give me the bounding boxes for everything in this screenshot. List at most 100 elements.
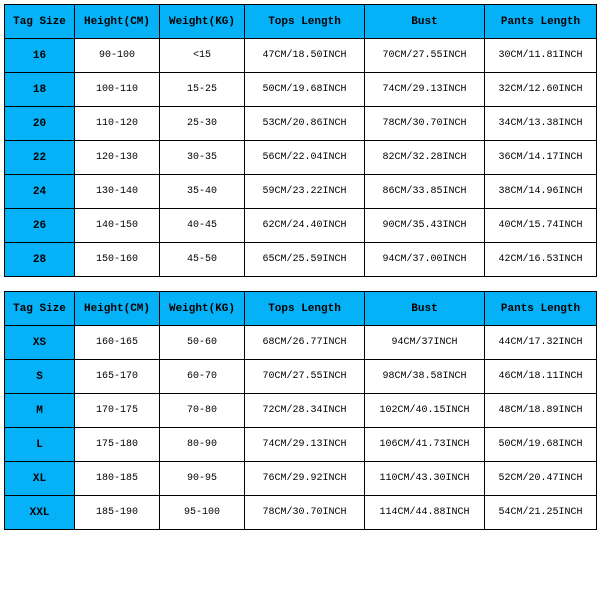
col-header-height: Height(CM): [75, 292, 160, 326]
col-header-tag: Tag Size: [5, 5, 75, 39]
cell-tops: 53CM/20.86INCH: [245, 107, 365, 141]
table-header-row: Tag Size Height(CM) Weight(KG) Tops Leng…: [5, 292, 597, 326]
cell-height: 150-160: [75, 243, 160, 277]
col-header-tops: Tops Length: [245, 292, 365, 326]
cell-pants: 34CM/13.38INCH: [485, 107, 597, 141]
cell-weight: 25-30: [160, 107, 245, 141]
cell-tag: XS: [5, 326, 75, 360]
cell-tops: 74CM/29.13INCH: [245, 428, 365, 462]
cell-tag: 26: [5, 209, 75, 243]
cell-tops: 47CM/18.50INCH: [245, 39, 365, 73]
cell-tops: 62CM/24.40INCH: [245, 209, 365, 243]
col-header-height: Height(CM): [75, 5, 160, 39]
cell-tag: 16: [5, 39, 75, 73]
cell-tops: 50CM/19.68INCH: [245, 73, 365, 107]
cell-tag: S: [5, 360, 75, 394]
cell-weight: <15: [160, 39, 245, 73]
cell-pants: 54CM/21.25INCH: [485, 496, 597, 530]
cell-bust: 70CM/27.55INCH: [365, 39, 485, 73]
table-row: XXL 185-190 95-100 78CM/30.70INCH 114CM/…: [5, 496, 597, 530]
cell-tag: XL: [5, 462, 75, 496]
table-row: 16 90-100 <15 47CM/18.50INCH 70CM/27.55I…: [5, 39, 597, 73]
table-row: 22 120-130 30-35 56CM/22.04INCH 82CM/32.…: [5, 141, 597, 175]
cell-pants: 40CM/15.74INCH: [485, 209, 597, 243]
cell-weight: 70-80: [160, 394, 245, 428]
cell-bust: 74CM/29.13INCH: [365, 73, 485, 107]
cell-pants: 46CM/18.11INCH: [485, 360, 597, 394]
cell-pants: 52CM/20.47INCH: [485, 462, 597, 496]
cell-weight: 50-60: [160, 326, 245, 360]
cell-pants: 30CM/11.81INCH: [485, 39, 597, 73]
cell-weight: 45-50: [160, 243, 245, 277]
cell-height: 90-100: [75, 39, 160, 73]
cell-weight: 95-100: [160, 496, 245, 530]
cell-pants: 44CM/17.32INCH: [485, 326, 597, 360]
cell-tag: 24: [5, 175, 75, 209]
col-header-bust: Bust: [365, 292, 485, 326]
cell-tops: 65CM/25.59INCH: [245, 243, 365, 277]
table-row: XL 180-185 90-95 76CM/29.92INCH 110CM/43…: [5, 462, 597, 496]
col-header-pants: Pants Length: [485, 5, 597, 39]
cell-pants: 42CM/16.53INCH: [485, 243, 597, 277]
table-row: 18 100-110 15-25 50CM/19.68INCH 74CM/29.…: [5, 73, 597, 107]
cell-bust: 114CM/44.88INCH: [365, 496, 485, 530]
cell-tops: 68CM/26.77INCH: [245, 326, 365, 360]
cell-pants: 50CM/19.68INCH: [485, 428, 597, 462]
cell-height: 165-170: [75, 360, 160, 394]
cell-height: 170-175: [75, 394, 160, 428]
cell-bust: 94CM/37INCH: [365, 326, 485, 360]
cell-bust: 82CM/32.28INCH: [365, 141, 485, 175]
cell-tag: M: [5, 394, 75, 428]
cell-height: 100-110: [75, 73, 160, 107]
cell-bust: 102CM/40.15INCH: [365, 394, 485, 428]
cell-weight: 60-70: [160, 360, 245, 394]
cell-height: 180-185: [75, 462, 160, 496]
cell-bust: 86CM/33.85INCH: [365, 175, 485, 209]
cell-height: 120-130: [75, 141, 160, 175]
cell-height: 130-140: [75, 175, 160, 209]
size-table-kids: Tag Size Height(CM) Weight(KG) Tops Leng…: [4, 4, 597, 277]
cell-bust: 94CM/37.00INCH: [365, 243, 485, 277]
cell-tag: XXL: [5, 496, 75, 530]
table-row: XS 160-165 50-60 68CM/26.77INCH 94CM/37I…: [5, 326, 597, 360]
cell-weight: 90-95: [160, 462, 245, 496]
table-header-row: Tag Size Height(CM) Weight(KG) Tops Leng…: [5, 5, 597, 39]
cell-bust: 90CM/35.43INCH: [365, 209, 485, 243]
cell-height: 160-165: [75, 326, 160, 360]
cell-height: 110-120: [75, 107, 160, 141]
table-gap: [4, 277, 596, 291]
cell-pants: 48CM/18.89INCH: [485, 394, 597, 428]
cell-tag: 18: [5, 73, 75, 107]
cell-pants: 36CM/14.17INCH: [485, 141, 597, 175]
cell-pants: 38CM/14.96INCH: [485, 175, 597, 209]
cell-weight: 40-45: [160, 209, 245, 243]
col-header-bust: Bust: [365, 5, 485, 39]
cell-tops: 59CM/23.22INCH: [245, 175, 365, 209]
cell-tops: 70CM/27.55INCH: [245, 360, 365, 394]
table-row: 20 110-120 25-30 53CM/20.86INCH 78CM/30.…: [5, 107, 597, 141]
cell-height: 175-180: [75, 428, 160, 462]
cell-bust: 106CM/41.73INCH: [365, 428, 485, 462]
col-header-weight: Weight(KG): [160, 5, 245, 39]
cell-tag: 28: [5, 243, 75, 277]
cell-height: 140-150: [75, 209, 160, 243]
table-row: M 170-175 70-80 72CM/28.34INCH 102CM/40.…: [5, 394, 597, 428]
cell-bust: 98CM/38.58INCH: [365, 360, 485, 394]
cell-tops: 76CM/29.92INCH: [245, 462, 365, 496]
cell-tops: 56CM/22.04INCH: [245, 141, 365, 175]
size-table-adult: Tag Size Height(CM) Weight(KG) Tops Leng…: [4, 291, 597, 530]
cell-tops: 78CM/30.70INCH: [245, 496, 365, 530]
col-header-weight: Weight(KG): [160, 292, 245, 326]
cell-weight: 15-25: [160, 73, 245, 107]
table-row: 24 130-140 35-40 59CM/23.22INCH 86CM/33.…: [5, 175, 597, 209]
col-header-tag: Tag Size: [5, 292, 75, 326]
cell-pants: 32CM/12.60INCH: [485, 73, 597, 107]
cell-bust: 110CM/43.30INCH: [365, 462, 485, 496]
cell-tag: 22: [5, 141, 75, 175]
cell-height: 185-190: [75, 496, 160, 530]
cell-tag: L: [5, 428, 75, 462]
col-header-pants: Pants Length: [485, 292, 597, 326]
table-row: 28 150-160 45-50 65CM/25.59INCH 94CM/37.…: [5, 243, 597, 277]
cell-tops: 72CM/28.34INCH: [245, 394, 365, 428]
cell-bust: 78CM/30.70INCH: [365, 107, 485, 141]
